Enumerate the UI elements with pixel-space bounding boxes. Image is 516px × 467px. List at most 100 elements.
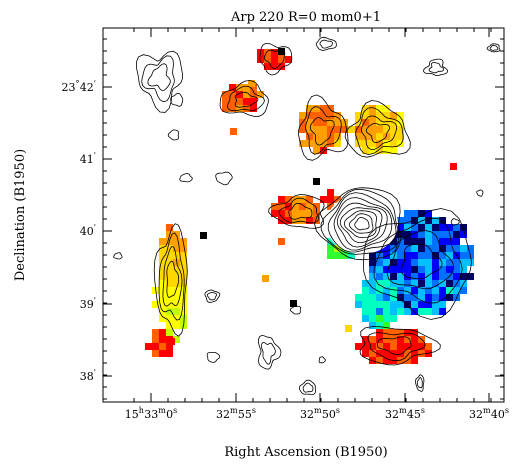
map-pixel bbox=[418, 301, 425, 308]
map-pixel bbox=[159, 252, 166, 259]
map-pixel bbox=[397, 140, 404, 147]
contour-line bbox=[401, 243, 443, 280]
contour-line bbox=[376, 336, 412, 356]
chart-title: Arp 220 R=0 mom0+1 bbox=[230, 10, 381, 25]
map-pixel bbox=[376, 301, 383, 308]
contour-line bbox=[162, 245, 183, 307]
map-pixel bbox=[229, 91, 236, 98]
contour-line bbox=[215, 171, 233, 186]
map-pixel bbox=[166, 315, 173, 322]
map-pixel bbox=[362, 126, 369, 133]
map-pixel bbox=[450, 163, 457, 170]
map-pixel bbox=[432, 308, 439, 315]
contour-line bbox=[226, 85, 265, 112]
map-pixel bbox=[411, 350, 418, 357]
map-pixel bbox=[173, 245, 180, 252]
map-pixel bbox=[152, 336, 159, 343]
contour-line bbox=[365, 122, 390, 144]
map-pixel bbox=[299, 140, 306, 147]
map-pixel bbox=[180, 273, 187, 280]
map-pixel bbox=[306, 112, 313, 119]
map-pixel bbox=[248, 80, 255, 87]
x-tick-label: 32m 45s bbox=[385, 406, 425, 421]
map-pixel bbox=[369, 280, 376, 287]
map-pixel bbox=[376, 294, 383, 301]
map-pixel bbox=[229, 105, 236, 112]
map-pixel bbox=[222, 105, 229, 112]
contour-line bbox=[170, 92, 184, 107]
contour-line bbox=[373, 217, 463, 304]
map-pixel bbox=[411, 280, 418, 287]
contour-line bbox=[234, 91, 259, 108]
map-pixel bbox=[425, 252, 432, 259]
map-pixel bbox=[278, 63, 285, 70]
map-pixel bbox=[222, 91, 229, 98]
map-pixel bbox=[397, 112, 404, 119]
map-pixel bbox=[460, 224, 467, 231]
map-pixel bbox=[159, 329, 166, 336]
map-pixel bbox=[285, 196, 292, 203]
map-pixel bbox=[418, 238, 425, 245]
map-pixel bbox=[250, 91, 257, 98]
map-pixel bbox=[299, 210, 306, 217]
map-pixel bbox=[369, 301, 376, 308]
contour-line bbox=[348, 213, 374, 234]
map-pixel bbox=[166, 259, 173, 266]
map-pixel bbox=[397, 350, 404, 357]
contour-line bbox=[263, 49, 286, 69]
map-pixel bbox=[222, 98, 229, 105]
map-pixel bbox=[292, 203, 299, 210]
map-pixel bbox=[390, 245, 397, 252]
map-pixel bbox=[285, 56, 292, 63]
map-pixel bbox=[369, 266, 376, 273]
map-pixel bbox=[397, 252, 404, 259]
map-pixel bbox=[404, 245, 411, 252]
map-pixel bbox=[411, 357, 418, 364]
contour-line bbox=[135, 50, 184, 113]
map-pixel bbox=[180, 259, 187, 266]
map-pixel bbox=[376, 287, 383, 294]
y-tick-label: 40' bbox=[80, 223, 96, 238]
y-tick-label: 41' bbox=[80, 151, 96, 166]
map-pixel bbox=[348, 126, 355, 133]
map-pixel bbox=[425, 294, 432, 301]
map-pixel bbox=[327, 140, 334, 147]
map-pixel bbox=[376, 119, 383, 126]
map-pixel bbox=[425, 287, 432, 294]
map-pixel bbox=[173, 252, 180, 259]
map-pixel bbox=[369, 308, 376, 315]
map-pixel bbox=[369, 147, 376, 154]
map-pixel bbox=[383, 315, 390, 322]
map-pixel bbox=[320, 126, 327, 133]
map-pixel bbox=[159, 273, 166, 280]
map-pixel bbox=[418, 280, 425, 287]
map-pixel bbox=[362, 112, 369, 119]
map-pixel bbox=[453, 224, 460, 231]
map-pixel bbox=[376, 308, 383, 315]
x-tick-labels: 15h 33m 0s 32m 55s 32m 50s 32m 45s 32m 4… bbox=[125, 406, 509, 421]
contour-line bbox=[302, 382, 314, 393]
contour-line bbox=[113, 252, 123, 260]
map-pixel bbox=[453, 231, 460, 238]
contour-line bbox=[319, 39, 333, 49]
map-pixel bbox=[411, 294, 418, 301]
map-pixel bbox=[313, 203, 320, 210]
map-pixel bbox=[453, 245, 460, 252]
map-pixel bbox=[397, 308, 404, 315]
map-pixel bbox=[376, 322, 383, 329]
map-pixel bbox=[271, 56, 278, 63]
map-pixel bbox=[166, 350, 173, 357]
map-pixel bbox=[432, 301, 439, 308]
map-pixel bbox=[166, 273, 173, 280]
y-tick-label: 38' bbox=[80, 368, 96, 383]
map-pixel bbox=[376, 343, 383, 350]
map-pixel bbox=[376, 357, 383, 364]
map-pixel bbox=[418, 245, 425, 252]
map-pixel bbox=[376, 350, 383, 357]
map-pixel bbox=[159, 308, 166, 315]
map-pixel bbox=[425, 343, 432, 350]
contour-line bbox=[320, 188, 400, 255]
contour-line bbox=[450, 218, 460, 226]
map-pixel bbox=[404, 217, 411, 224]
map-pixel bbox=[166, 266, 173, 273]
